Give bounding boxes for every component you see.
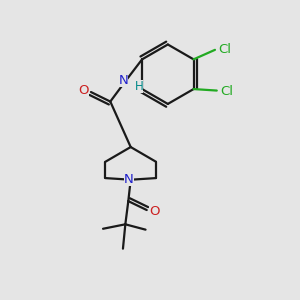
Text: H: H xyxy=(135,80,143,93)
Text: O: O xyxy=(78,84,89,97)
Text: Cl: Cl xyxy=(218,43,231,56)
Text: O: O xyxy=(149,205,159,218)
Text: Cl: Cl xyxy=(220,85,233,98)
Text: N: N xyxy=(118,74,128,87)
Text: N: N xyxy=(124,173,134,186)
